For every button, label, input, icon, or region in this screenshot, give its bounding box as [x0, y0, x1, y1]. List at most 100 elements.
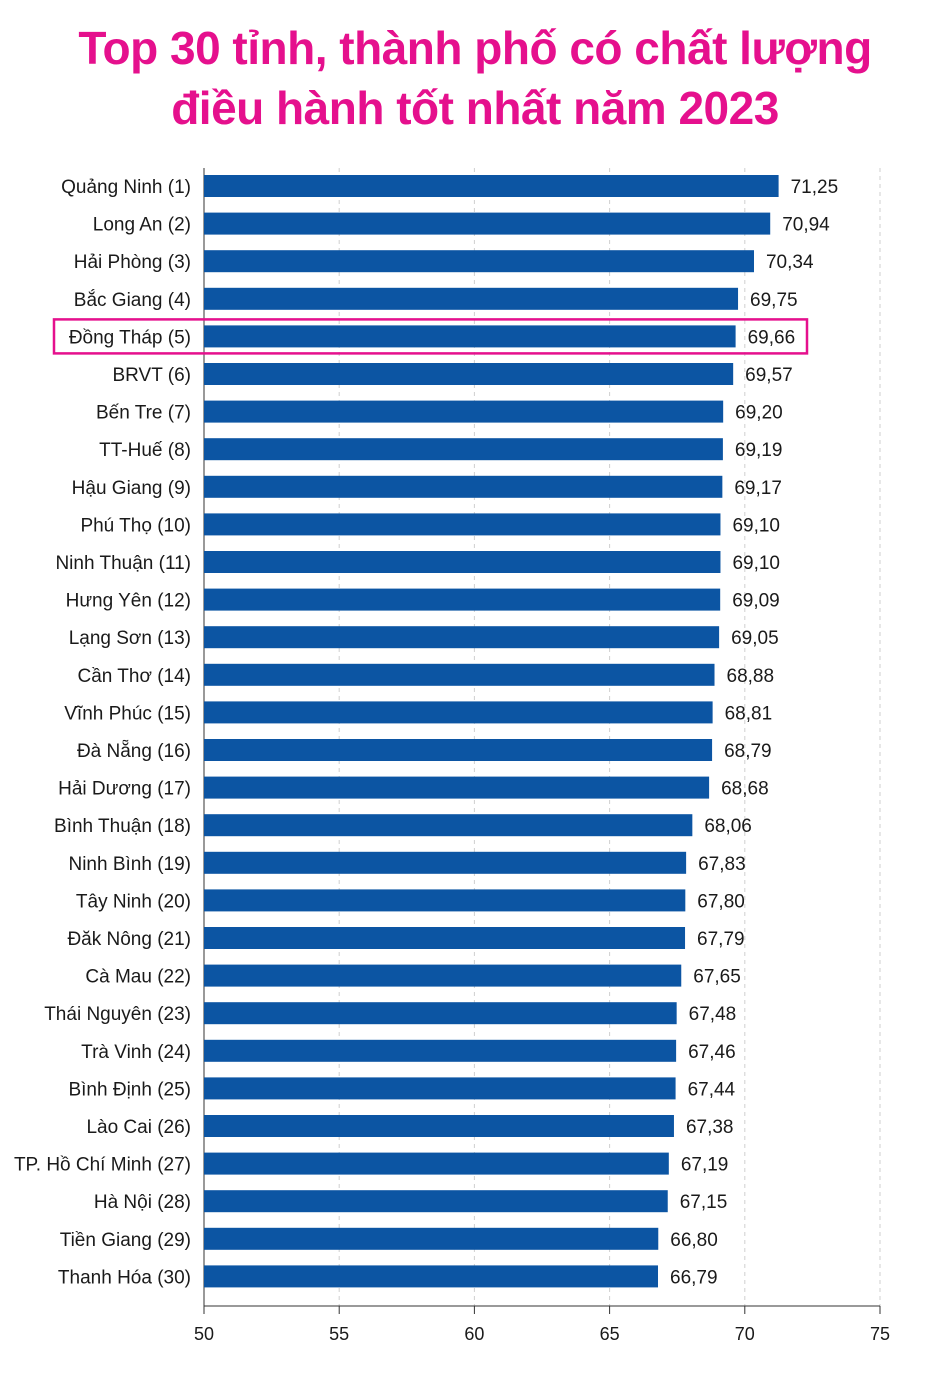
value-label: 67,44 [688, 1079, 736, 1100]
bar [204, 1115, 674, 1137]
bar [204, 588, 721, 611]
value-label: 69,66 [748, 327, 796, 348]
value-label: 67,80 [697, 891, 745, 912]
category-label: Đồng Tháp (5) [69, 327, 191, 348]
value-label: 67,38 [686, 1117, 734, 1138]
bar [204, 1190, 668, 1213]
bar [204, 776, 710, 799]
x-tick-label: 55 [329, 1324, 349, 1344]
category-label: Long An (2) [93, 215, 191, 236]
bar [204, 175, 779, 197]
category-label: TP. Hồ Chí Minh (27) [14, 1155, 191, 1176]
x-tick-label: 65 [600, 1324, 620, 1344]
category-label: Hưng Yên (12) [66, 591, 191, 612]
value-labels: 71,25 70,94 70,34 69,75 69,66 69,57 69,20 69,19… [670, 177, 838, 1288]
bar [204, 739, 713, 761]
bar [204, 663, 715, 686]
category-label: Đà Nẵng (16) [77, 741, 191, 762]
bar [204, 1002, 677, 1025]
value-label: 68,88 [727, 666, 775, 687]
value-label: 68,06 [704, 816, 752, 837]
bar [204, 513, 721, 536]
category-label: TT-Huế (8) [99, 440, 191, 461]
category-labels: Quảng Ninh (1) Long An (2) Hải Phòng (3) Bắ… [14, 177, 191, 1288]
category-label: Bình Định (25) [68, 1079, 191, 1100]
bar [204, 1152, 669, 1175]
bar [204, 438, 723, 461]
category-label: Quảng Ninh (1) [61, 177, 191, 198]
bar [204, 701, 713, 724]
chart-title-line-1: Top 30 tỉnh, thành phố có chất lượng [78, 22, 872, 74]
bar [204, 551, 721, 573]
bar [204, 287, 739, 310]
bar [204, 1077, 676, 1100]
category-label: Bình Thuận (18) [54, 816, 191, 837]
value-label: 70,34 [766, 252, 814, 273]
bar [204, 363, 734, 385]
category-label: Bắc Giang (4) [74, 289, 191, 311]
bar [204, 400, 724, 423]
bar [204, 1227, 659, 1250]
value-label: 68,68 [721, 779, 769, 800]
bar [204, 851, 687, 874]
value-label: 68,79 [724, 741, 772, 762]
category-label: Hậu Giang (9) [72, 478, 191, 499]
value-label: 69,10 [732, 515, 780, 536]
value-label: 67,48 [689, 1004, 737, 1025]
value-label: 67,79 [697, 929, 745, 950]
value-label: 67,19 [681, 1155, 729, 1176]
chart-title: Top 30 tỉnh, thành phố có chất lượng điề… [0, 18, 950, 138]
category-label: Hà Nội (28) [94, 1192, 191, 1213]
x-tick-label: 75 [870, 1324, 890, 1344]
value-label: 68,81 [725, 703, 773, 724]
value-label: 67,65 [693, 967, 741, 988]
value-label: 66,80 [670, 1230, 718, 1251]
category-label: Phú Thọ (10) [80, 515, 191, 536]
bar [204, 475, 723, 498]
category-label: Đăk Nông (21) [67, 929, 191, 950]
category-label: Hải Dương (17) [58, 779, 191, 800]
value-label: 69,17 [734, 478, 782, 499]
bar [204, 212, 771, 235]
category-label: Bến Tre (7) [96, 403, 191, 424]
chart-title-line-2: điều hành tốt nhất năm 2023 [171, 82, 779, 134]
category-label: Thanh Hóa (30) [58, 1267, 191, 1288]
bar [204, 250, 754, 273]
category-label: Vĩnh Phúc (15) [64, 703, 191, 724]
bar [204, 1265, 659, 1288]
category-label: Ninh Bình (19) [68, 854, 191, 875]
value-label: 69,19 [735, 440, 783, 461]
bar [204, 889, 686, 912]
bar [204, 1039, 677, 1062]
category-label: Hải Phòng (3) [74, 252, 191, 273]
bar [204, 325, 736, 348]
value-label: 69,20 [735, 403, 783, 424]
category-label: Ninh Thuận (11) [55, 553, 191, 574]
x-tick-label: 70 [735, 1324, 755, 1344]
bar [204, 626, 720, 649]
bar [204, 814, 693, 837]
value-label: 69,09 [732, 591, 780, 612]
category-label: Lạng Sơn (13) [69, 628, 191, 649]
value-label: 67,46 [688, 1042, 736, 1063]
category-label: Thái Nguyên (23) [44, 1004, 191, 1025]
category-label: Cần Thơ (14) [78, 666, 192, 687]
value-label: 67,15 [680, 1192, 728, 1213]
bars [204, 175, 779, 1288]
bar [204, 927, 686, 949]
value-label: 69,05 [731, 628, 779, 649]
highlight-box [52, 318, 809, 355]
category-label: Trà Vinh (24) [81, 1042, 191, 1063]
category-label: Lào Cai (26) [86, 1117, 191, 1138]
highlight-box-layer [52, 318, 809, 355]
value-label: 66,79 [670, 1267, 718, 1288]
x-tick-label: 60 [464, 1324, 484, 1344]
value-label: 69,10 [732, 553, 780, 574]
x-tick-label: 50 [194, 1324, 214, 1344]
category-label: BRVT (6) [113, 365, 192, 386]
category-label: Tiền Giang (29) [60, 1230, 191, 1251]
value-label: 67,83 [698, 854, 746, 875]
x-axis: 50 55 60 65 70 75 [194, 1305, 890, 1344]
value-label: 71,25 [791, 177, 839, 198]
